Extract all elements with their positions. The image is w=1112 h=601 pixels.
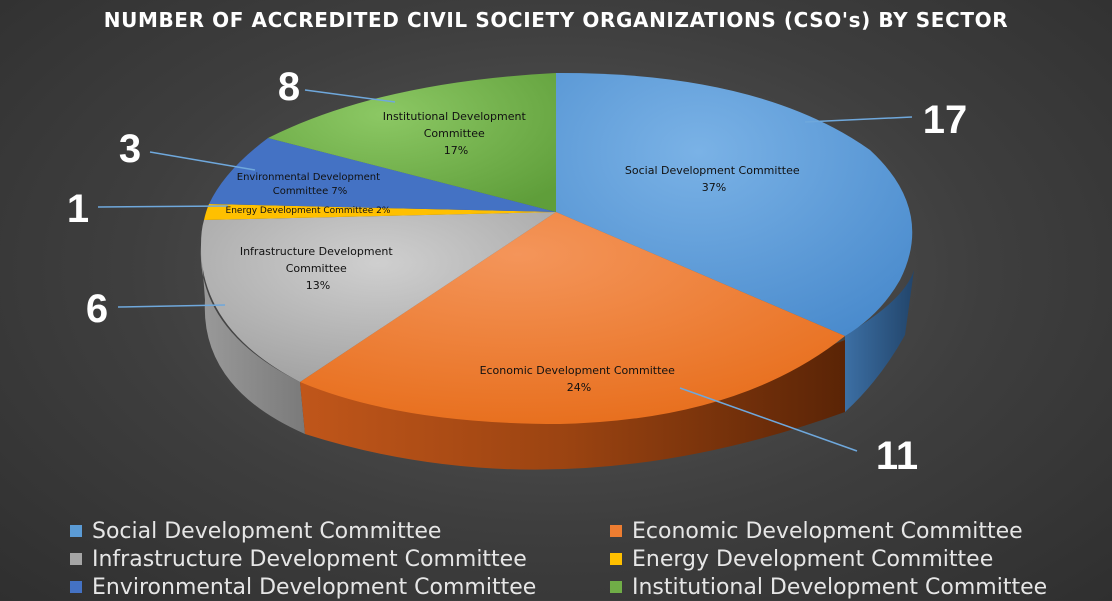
label-economic: Economic Development Committee 24% xyxy=(480,364,679,394)
callout-institutional: 8 xyxy=(278,65,300,109)
legend-label: Institutional Development Committee xyxy=(632,574,1048,600)
callout-economic: 11 xyxy=(876,434,918,478)
legend-swatch-economic xyxy=(610,525,622,537)
slice-institutional xyxy=(268,73,556,212)
slice-energy xyxy=(204,204,556,220)
callout-infrastructure: 6 xyxy=(86,287,108,331)
slice-side-economic xyxy=(300,340,845,470)
legend-label: Environmental Development Committee xyxy=(92,574,537,600)
legend-label: Energy Development Committee xyxy=(632,546,994,572)
legend-swatch-infrastructure xyxy=(70,553,82,565)
callout-line-economic xyxy=(679,387,858,452)
label-social: Social Development Committee 37% xyxy=(625,164,803,194)
legend-item-infrastructure: Infrastructure Development Committee xyxy=(70,545,610,573)
legend-swatch-institutional xyxy=(610,581,622,593)
legend-item-institutional: Institutional Development Committee xyxy=(610,573,1070,601)
callout-line-infrastructure xyxy=(117,304,226,308)
slice-infrastructure xyxy=(200,212,556,382)
callout-line-energy xyxy=(97,205,229,208)
slice-side-infrastructure xyxy=(200,245,305,434)
label-infrastructure: Infrastructure Development Committee 13% xyxy=(240,245,396,292)
legend-item-environmental: Environmental Development Committee xyxy=(70,573,610,601)
legend-item-energy: Energy Development Committee xyxy=(610,545,1070,573)
callout-line-social xyxy=(804,116,913,123)
legend-label: Infrastructure Development Committee xyxy=(92,546,527,572)
slice-social xyxy=(556,72,913,337)
slice-environmental xyxy=(209,138,556,212)
callout-social: 17 xyxy=(923,98,968,142)
callout-environmental: 3 xyxy=(119,127,141,171)
label-energy: Energy Development Committee 2% xyxy=(226,206,391,216)
legend-item-social: Social Development Committee xyxy=(70,517,610,545)
legend-swatch-environmental xyxy=(70,581,82,593)
label-institutional: Institutional Development Committee 17% xyxy=(383,110,530,157)
chart-legend: Social Development Committee Economic De… xyxy=(70,517,1070,601)
slice-side-social xyxy=(845,270,914,412)
legend-swatch-energy xyxy=(610,553,622,565)
callout-energy: 1 xyxy=(67,187,89,231)
legend-label: Social Development Committee xyxy=(92,518,442,544)
slice-economic xyxy=(300,212,845,424)
callout-line-environmental xyxy=(149,151,256,171)
legend-item-economic: Economic Development Committee xyxy=(610,517,1070,545)
legend-label: Economic Development Committee xyxy=(632,518,1023,544)
callout-line-institutional xyxy=(304,89,396,103)
chart-title: NUMBER OF ACCREDITED CIVIL SOCIETY ORGAN… xyxy=(103,8,1009,32)
label-environmental: Environmental Development Committee 7% xyxy=(237,172,383,197)
legend-swatch-social xyxy=(70,525,82,537)
